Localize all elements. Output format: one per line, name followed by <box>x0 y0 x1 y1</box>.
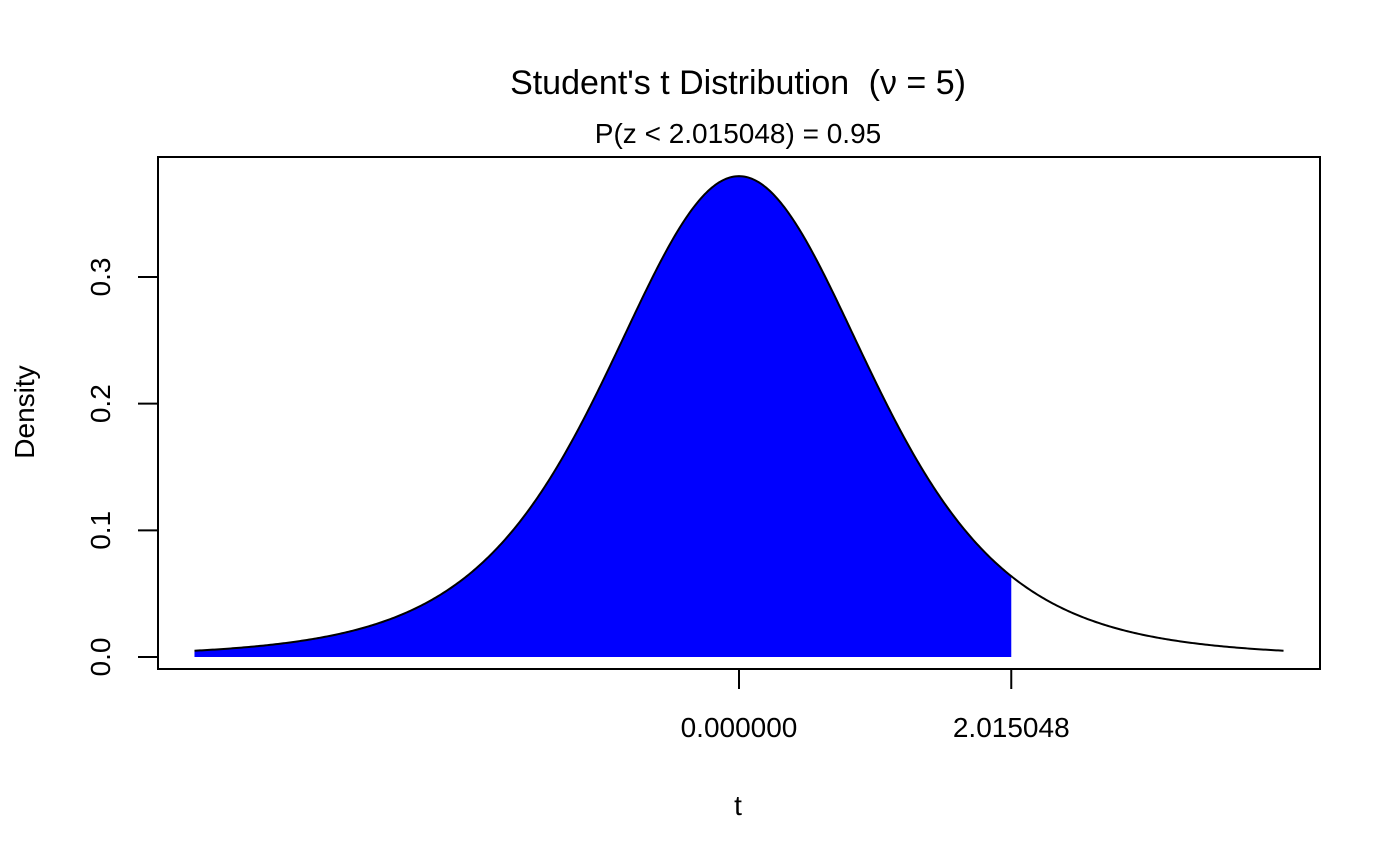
shaded-probability-area <box>194 176 1012 658</box>
chart-subtitle-probability: = 0.95 <box>795 118 881 149</box>
chart-subtitle: P(z < 2.015048) = 0.95 <box>595 118 881 149</box>
density-curve <box>194 175 1284 652</box>
x-axis: 0.000000 2.015048 <box>681 669 1070 743</box>
chart-title-param: (ν = 5) <box>869 64 966 102</box>
chart-title-text: Student's t Distribution <box>510 64 849 102</box>
y-tick-label: 0.3 <box>85 258 116 297</box>
chart-subtitle-condition: (z < 2.015048) <box>613 118 794 149</box>
y-tick-label: 0.1 <box>85 511 116 550</box>
x-tick-label: 2.015048 <box>953 712 1070 743</box>
chart-title: Student's t Distribution (ν = 5) <box>510 64 966 102</box>
chart-subtitle-prefix: P <box>595 118 614 149</box>
y-tick-label: 0.0 <box>85 638 116 677</box>
plot-area <box>194 175 1284 658</box>
y-axis-label: Density <box>9 365 40 458</box>
y-tick-label: 0.2 <box>85 384 116 423</box>
x-axis-label: t <box>734 790 742 821</box>
y-axis: 0.0 0.1 0.2 0.3 <box>85 258 158 677</box>
x-tick-label: 0.000000 <box>681 712 798 743</box>
